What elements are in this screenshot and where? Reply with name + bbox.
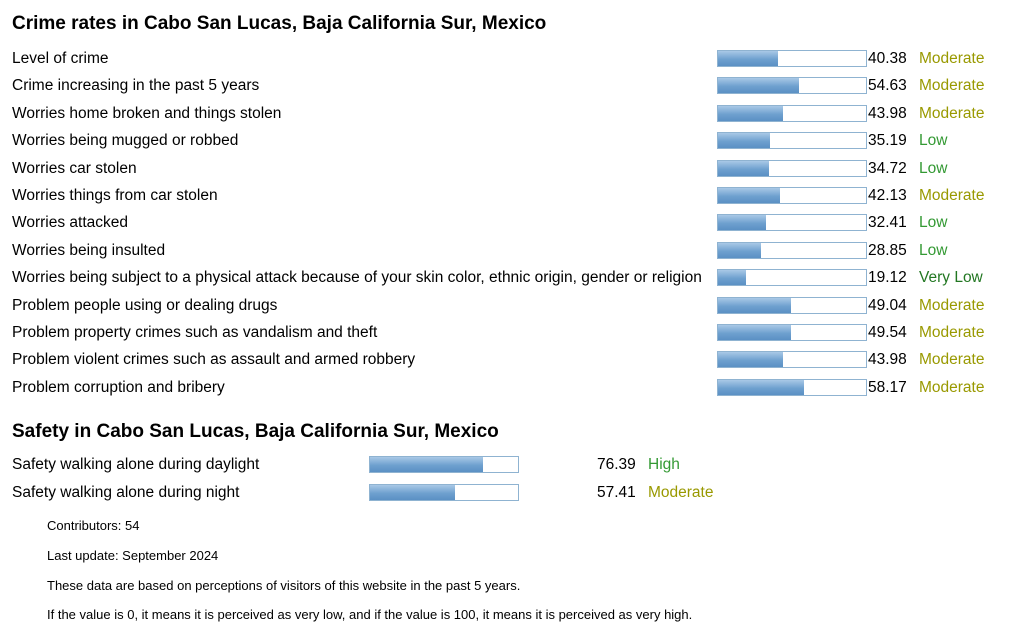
row-label: Problem property crimes such as vandalis… [12,324,378,341]
row-label: Worries being mugged or robbed [12,132,239,150]
score-bar-fill [718,297,791,313]
score-bar-fill [718,352,784,368]
score-value: 34.72 [868,159,907,177]
crime-row: Crime increasing in the past 5 years 54.6… [0,75,1024,97]
score-bar-fill [718,215,766,231]
score-bar [717,296,867,314]
crime-row: Worries attacked 32.41 Low [0,212,1024,234]
score-bar-fill [718,105,784,121]
rating-label: Moderate [919,77,985,95]
row-label: Worries things from car stolen [12,187,218,204]
score-value: 32.41 [868,214,907,232]
row-label: Worries car stolen [12,159,137,177]
row-label: Problem violent crimes such as assault a… [12,351,416,369]
last-update-note: Last update: September 2024 [47,548,219,563]
score-value: 49.54 [868,324,907,341]
score-bar-fill [718,379,805,395]
score-value: 58.17 [868,378,907,396]
rating-label: Low [919,159,948,177]
crime-row: Worries things from car stolen 42.13 Moder… [0,185,1024,207]
rating-label: Moderate [919,378,985,396]
safety-row: Safety walking alone during daylight 76.3… [0,454,1024,476]
score-bar-fill [718,160,770,176]
score-bar [717,324,867,341]
score-bar-fill [718,325,792,340]
score-bar [717,77,867,95]
score-value: 43.98 [868,104,907,122]
rating-label: Moderate [919,187,985,204]
contributors-note: Contributors: 54 [47,518,140,533]
row-label: Problem people using or dealing drugs [12,296,278,314]
row-label: Worries being insulted [12,241,166,259]
score-bar-fill [718,242,761,258]
crime-row: Level of crime 40.38 Moderate [0,48,1024,70]
score-value: 43.98 [868,351,907,369]
score-bar [369,484,519,501]
row-label: Safety walking alone during night [12,484,240,501]
score-bar [717,269,867,287]
crime-row: Worries being insulted 28.85 Low [0,240,1024,262]
score-bar [717,214,867,232]
score-bar-fill [718,270,747,286]
rating-label: Moderate [648,484,714,501]
crime-row: Worries home broken and things stolen 43.… [0,103,1024,125]
score-bar-fill [718,133,771,149]
rating-label: Moderate [919,351,985,369]
rating-label: Very Low [919,269,983,287]
score-value: 76.39 [597,456,636,473]
score-bar [717,132,867,150]
row-label: Worries attacked [12,214,129,232]
crime-row: Problem people using or dealing drugs 49.… [0,295,1024,317]
row-label: Problem corruption and bribery [12,378,225,396]
crime-row: Worries being mugged or robbed 35.19 Low [0,130,1024,152]
row-label: Worries home broken and things stolen [12,104,282,122]
score-bar-fill [718,78,799,94]
row-label: Crime increasing in the past 5 years [12,77,260,95]
score-bar-fill [718,51,778,66]
row-label: Worries being subject to a physical atta… [12,269,702,287]
score-bar [717,241,867,259]
rating-label: Low [919,241,948,259]
score-value: 28.85 [868,241,907,259]
score-bar [717,187,867,204]
crime-row: Problem corruption and bribery 58.17 Moder… [0,377,1024,399]
score-value: 54.63 [868,77,907,95]
score-bar [717,50,867,67]
score-bar-fill [370,485,455,500]
row-label: Level of crime [12,50,109,67]
score-value: 57.41 [597,484,636,501]
rating-label: High [648,456,680,473]
crime-row: Problem property crimes such as vandalis… [0,322,1024,344]
score-bar [717,378,867,396]
rating-label: Low [919,214,948,232]
safety-section-title: Safety in Cabo San Lucas, Baja Californi… [12,421,499,442]
score-bar-fill [370,457,484,472]
perception-note: These data are based on perceptions of v… [47,578,521,593]
score-bar [717,159,867,177]
score-value: 19.12 [868,269,907,287]
rating-label: Moderate [919,104,985,122]
score-value: 49.04 [868,296,907,314]
score-bar [717,351,867,369]
crime-section-title: Crime rates in Cabo San Lucas, Baja Cali… [12,13,547,34]
score-value: 35.19 [868,132,907,150]
score-value: 40.38 [868,50,907,67]
rating-label: Moderate [919,50,985,67]
score-bar [369,456,519,473]
crime-row: Worries being subject to a physical atta… [0,267,1024,289]
score-bar [717,104,867,122]
safety-row: Safety walking alone during night 57.41 Mo… [0,482,1024,504]
rating-label: Low [919,132,948,150]
score-bar-fill [718,188,781,203]
score-value: 42.13 [868,187,907,204]
crime-row: Problem violent crimes such as assault a… [0,349,1024,371]
scale-note: If the value is 0, it means it is percei… [47,607,693,622]
rating-label: Moderate [919,324,985,341]
crime-row: Worries car stolen 34.72 Low [0,158,1024,180]
row-label: Safety walking alone during daylight [12,456,260,473]
rating-label: Moderate [919,296,985,314]
